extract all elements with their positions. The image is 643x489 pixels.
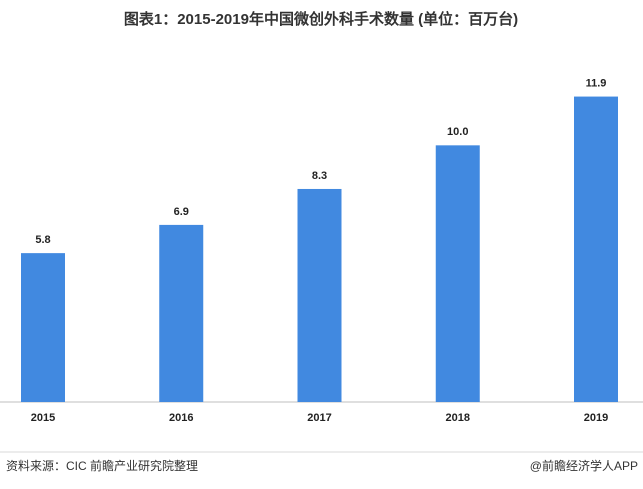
value-label: 6.9 bbox=[174, 206, 189, 218]
x-tick-label: 2015 bbox=[31, 412, 55, 424]
bar bbox=[21, 253, 65, 402]
value-label: 8.3 bbox=[312, 170, 327, 182]
bar bbox=[297, 188, 342, 402]
x-tick-label: 2017 bbox=[307, 412, 331, 424]
x-tick-label: 2019 bbox=[584, 412, 608, 424]
bar bbox=[574, 96, 618, 403]
source: 资料来源：CIC 前瞻产业研究院整理 bbox=[6, 458, 198, 473]
value-label: 10.0 bbox=[447, 126, 468, 138]
credit: @前瞻经济学人APP bbox=[530, 458, 638, 473]
chart-title: 图表1：2015-2019年中国微创外科手术数量 (单位：百万台) bbox=[124, 10, 518, 28]
bar bbox=[159, 224, 204, 402]
bar bbox=[435, 145, 480, 403]
value-label: 11.9 bbox=[586, 77, 607, 89]
value-label: 5.8 bbox=[35, 234, 50, 246]
x-tick-label: 2016 bbox=[169, 412, 193, 424]
x-tick-label: 2018 bbox=[446, 412, 470, 424]
